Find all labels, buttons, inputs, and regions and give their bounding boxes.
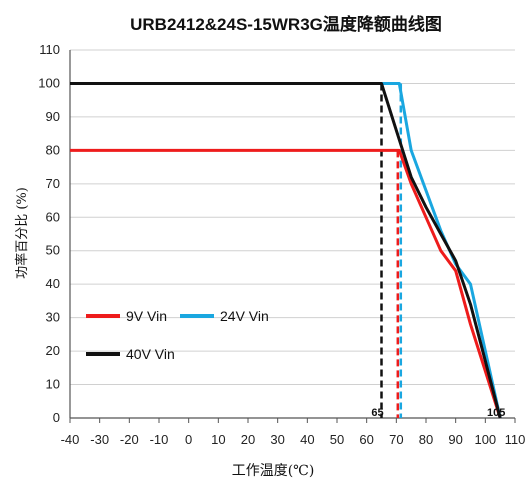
series-line: [70, 148, 502, 419]
x-tick-labels: -40 -30 -20 -10 0 10 20 30 40 50 60 70 80 90 100 110: [61, 432, 526, 447]
x-tick-label: 0: [185, 432, 192, 447]
series-line: [70, 82, 502, 419]
legend-label: 40V Vin: [126, 346, 175, 362]
y-tick-label: 0: [53, 410, 60, 425]
x-tick-label: 100: [474, 432, 496, 447]
legend: 9V Vin 24V Vin 40V Vin: [86, 308, 269, 362]
x-tick-label: -40: [61, 432, 80, 447]
chart-title: URB2412&24S-15WR3G温度降额曲线图: [130, 15, 442, 34]
y-axis-label: 功率百分比 (%): [14, 187, 30, 279]
series-lines: [70, 82, 502, 419]
y-tick-label: 10: [46, 377, 60, 392]
x-tick-label: 50: [330, 432, 344, 447]
legend-label: 24V Vin: [220, 308, 269, 324]
y-tick-label: 70: [46, 176, 60, 191]
reference-lines: [380, 83, 403, 418]
annotation-label: 105: [487, 407, 505, 419]
axes: [69, 50, 516, 423]
series-line: [70, 82, 502, 419]
x-tick-label: -20: [120, 432, 139, 447]
y-tick-label: 100: [38, 75, 60, 90]
y-tick-label: 50: [46, 243, 60, 258]
y-tick-label: 110: [39, 42, 60, 57]
x-tick-label: 40: [300, 432, 314, 447]
x-axis-label: 工作温度(℃): [232, 463, 315, 479]
grid: [70, 49, 515, 386]
x-tick-label: 80: [419, 432, 433, 447]
annotation-label: 65: [371, 407, 383, 419]
x-tick-label: 110: [505, 432, 526, 447]
x-tick-label: 30: [270, 432, 284, 447]
annotations: 65 105: [371, 407, 505, 419]
legend-label: 9V Vin: [126, 308, 167, 324]
x-tick-label: 60: [359, 432, 373, 447]
x-tick-label: -10: [150, 432, 169, 447]
x-tick-label: 20: [241, 432, 255, 447]
x-tick-label: -30: [90, 432, 109, 447]
x-tick-label: 90: [448, 432, 462, 447]
y-tick-labels: 0 10 20 30 40 50 60 70 80 90 100 110: [38, 42, 60, 425]
y-tick-label: 60: [46, 209, 60, 224]
y-tick-label: 20: [46, 343, 60, 358]
x-tick-label: 70: [389, 432, 403, 447]
y-tick-label: 90: [46, 109, 60, 124]
x-tick-label: 10: [211, 432, 225, 447]
y-tick-label: 80: [46, 142, 60, 157]
y-tick-label: 40: [46, 276, 60, 291]
y-tick-label: 30: [46, 310, 60, 325]
